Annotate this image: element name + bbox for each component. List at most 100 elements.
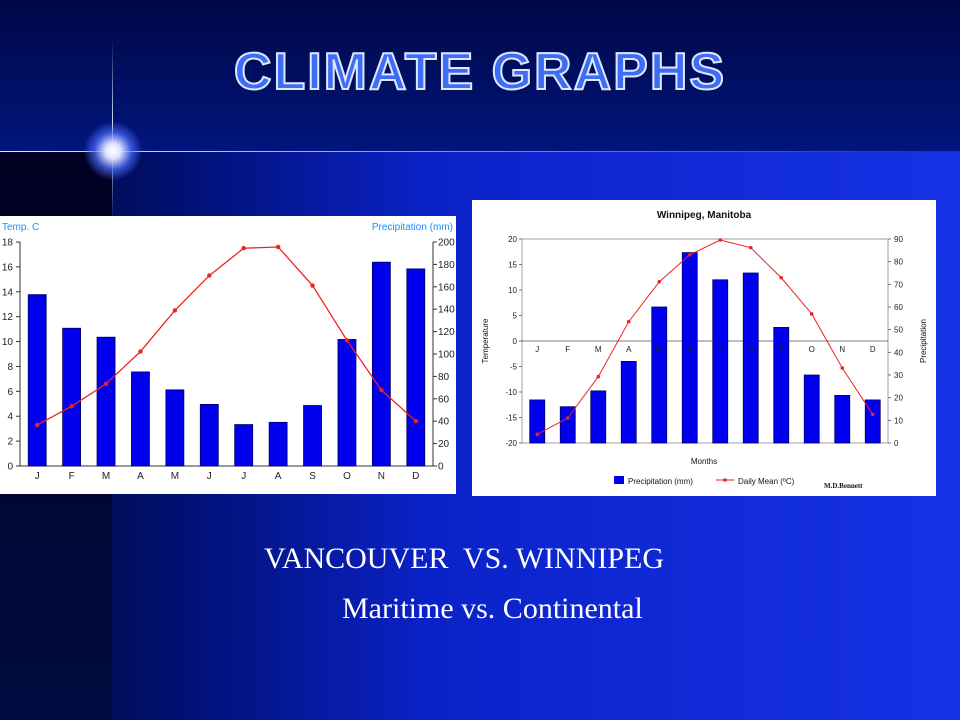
precipitation-bar	[742, 272, 759, 444]
temperature-point	[241, 246, 246, 251]
caption-climate-types: Maritime vs. Continental	[342, 592, 643, 625]
left-tick-label: -10	[505, 388, 517, 397]
month-label: J	[718, 345, 722, 354]
month-label: A	[748, 345, 754, 354]
temperature-point	[103, 381, 109, 387]
winnipeg-chart-svg: Winnipeg, Manitoba Temperature Precipitati…	[481, 210, 928, 490]
month-label: S	[779, 345, 784, 354]
precipitation-bar	[337, 339, 357, 467]
month-label: D	[870, 345, 876, 354]
precipitation-bar	[406, 268, 426, 467]
temperature-point	[344, 338, 350, 343]
temperature-line	[537, 239, 874, 435]
precipitation-bar	[651, 306, 668, 444]
precipitation-bar	[131, 371, 150, 467]
left-tick-label: 0	[7, 462, 13, 473]
slide-header-background	[0, 0, 960, 152]
precipitation-bar	[199, 403, 219, 467]
vancouver-climate-chart: Temp. C Precipitation (mm) 0 2 4 6 8 10 12 14 16 18…	[0, 216, 456, 494]
right-tick-label: 180	[438, 260, 455, 271]
month-label: J	[688, 345, 692, 354]
temperature-point	[870, 412, 875, 417]
month-label: S	[309, 471, 316, 482]
month-label: D	[412, 471, 419, 482]
month-label: J	[35, 471, 40, 482]
left-tick-label: 15	[508, 261, 517, 270]
slide-title: CLIMATE GRAPHS	[233, 42, 727, 102]
temperature-point	[718, 238, 723, 242]
right-tick-label: 80	[438, 372, 450, 383]
left-tick-label: 10	[2, 337, 14, 348]
author-credit: M.D.Bennett	[824, 482, 863, 490]
left-tick-label: 8	[7, 362, 13, 373]
left-tick-label: 20	[508, 235, 517, 244]
temperature-point	[687, 253, 692, 257]
month-label: J	[535, 345, 539, 354]
temperature-line	[36, 246, 417, 426]
precipitation-bar	[268, 421, 288, 467]
left-axis-label: Temp. C	[2, 222, 39, 233]
precipitation-bar	[529, 399, 546, 444]
left-tick-label: 18	[2, 238, 14, 249]
month-label: A	[626, 345, 632, 354]
temperature-point	[310, 283, 315, 288]
right-tick-label: 160	[438, 282, 455, 293]
legend-precipitation-label: Precipitation (mm)	[628, 477, 693, 486]
header-divider-line	[0, 151, 960, 152]
temperature-point	[379, 387, 384, 393]
month-label: M	[171, 471, 179, 482]
month-label: O	[809, 345, 815, 354]
right-tick-label: 60	[894, 303, 903, 312]
month-label: O	[343, 471, 351, 482]
precipitation-bar	[681, 252, 698, 444]
precipitation-bar	[590, 390, 607, 444]
left-tick-label: 6	[7, 387, 13, 398]
x-axis-label: Months	[691, 457, 717, 466]
temperature-point	[809, 312, 814, 316]
temperature-point	[840, 366, 845, 370]
chart-title: Winnipeg, Manitoba	[657, 210, 752, 221]
temperature-point	[565, 416, 570, 420]
precipitation-bar	[864, 399, 881, 444]
left-tick-label: 4	[7, 412, 13, 423]
month-label: A	[137, 471, 144, 482]
temperature-point	[275, 244, 281, 250]
right-tick-label: 0	[438, 462, 444, 473]
temperature-point	[413, 419, 418, 424]
temperature-point	[207, 273, 212, 278]
month-label: J	[241, 471, 246, 482]
month-label: N	[839, 345, 845, 354]
month-label: M	[595, 345, 602, 354]
precipitation-bar	[834, 394, 851, 444]
left-tick-label: 2	[7, 437, 13, 448]
precipitation-bar	[234, 424, 254, 467]
right-tick-label: 200	[438, 238, 455, 249]
right-tick-label: 40	[438, 417, 450, 428]
left-tick-label: 5	[513, 312, 518, 321]
precipitation-bar	[27, 294, 47, 467]
precipitation-bar	[62, 327, 82, 467]
month-label: M	[656, 345, 663, 354]
winnipeg-climate-chart: Winnipeg, Manitoba Temperature Precipitati…	[472, 200, 936, 496]
right-tick-label: 120	[438, 327, 455, 338]
legend-temperature-label: Daily Mean (ºC)	[738, 477, 795, 486]
left-tick-label: 14	[2, 287, 14, 298]
month-label: J	[207, 471, 212, 482]
month-label: N	[378, 471, 385, 482]
precipitation-bar	[371, 261, 391, 467]
temperature-point	[172, 308, 178, 313]
precipitation-bar	[773, 327, 790, 444]
month-label: A	[275, 471, 282, 482]
right-tick-label: 100	[438, 350, 455, 361]
temperature-point	[657, 280, 662, 284]
right-tick-label: 90	[894, 235, 903, 244]
caption-cities: VANCOUVER VS. WINNIPEG	[264, 542, 665, 575]
left-tick-label: -20	[505, 439, 517, 448]
precipitation-bar	[620, 360, 637, 444]
temperature-point	[69, 404, 74, 409]
right-tick-label: 10	[894, 416, 903, 425]
right-tick-label: 40	[894, 348, 903, 357]
precipitation-bar	[803, 374, 820, 444]
left-tick-label: 16	[2, 262, 14, 273]
left-tick-label: 12	[2, 312, 14, 323]
